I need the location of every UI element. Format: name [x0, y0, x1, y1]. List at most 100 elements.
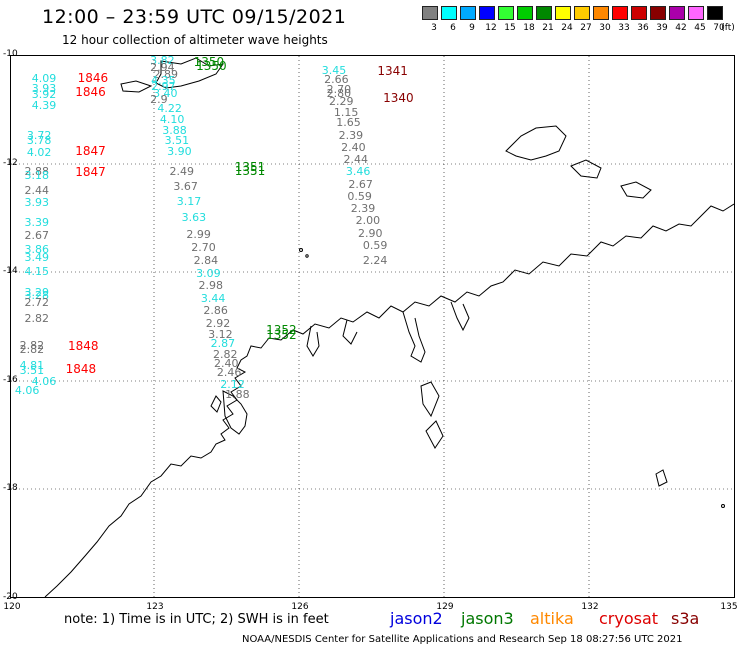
wave-height-value: 2.90	[358, 226, 383, 240]
legend-label: 15	[504, 23, 516, 33]
legend-swatch	[555, 6, 571, 20]
satellite-altika: altika	[530, 609, 574, 628]
wave-height-value: 4.10	[159, 112, 185, 126]
wave-height-value: 2.70	[191, 241, 216, 255]
map-frame	[10, 55, 735, 598]
legend-label: 21	[542, 23, 554, 33]
wave-height-value: 2.86	[203, 303, 228, 317]
legend-label: 36	[637, 23, 649, 33]
wave-height-value: 3.45	[321, 63, 347, 77]
wave-height-value: 3.67	[173, 179, 198, 193]
wave-height-value: 3.63	[181, 211, 207, 225]
wave-height-value: 3.51	[19, 363, 45, 377]
pass-time-label: 1350	[193, 55, 225, 70]
wave-height-value: 3.51	[164, 134, 190, 148]
pass-time-label: 1847	[75, 143, 106, 158]
wave-height-value: 2.66	[324, 73, 349, 86]
wave-height-value: 3.12	[208, 328, 233, 342]
legend-label: 9	[469, 23, 475, 33]
legend-swatch	[612, 6, 628, 20]
wave-height-value: 4.15	[24, 264, 50, 278]
wave-height-value: 4.39	[31, 98, 57, 112]
wave-height-value: 2.92	[205, 317, 231, 331]
wave-height-value: 1.88	[225, 387, 250, 401]
wave-height-value: 4.06	[14, 383, 40, 397]
wave-height-value: 3.92	[31, 88, 57, 102]
pass-time-label: 1846	[77, 71, 109, 86]
wave-height-value: 2.49	[169, 165, 195, 179]
wave-height-value: 2.82	[19, 342, 45, 356]
wave-height-value: 2.67	[24, 228, 50, 242]
lat-lon-grid	[11, 56, 734, 597]
legend-swatch	[460, 6, 476, 20]
wave-height-value: 2.84	[193, 253, 219, 267]
wave-height-value: 3.18	[24, 169, 50, 183]
legend-swatch	[593, 6, 609, 20]
wave-height-value: 4.09	[31, 71, 57, 85]
pass-time-label: 1848	[68, 339, 99, 354]
legend-label: 3	[431, 23, 437, 33]
wave-height-value: 3.28	[24, 289, 50, 303]
credit-line: NOAA/NESDIS Center for Satellite Applica…	[242, 634, 683, 645]
longitude-label: 132	[581, 602, 599, 612]
wave-height-value: 2.70	[326, 82, 352, 96]
pass-time-label: 1352	[266, 328, 297, 343]
wave-height-value: 3.90	[167, 145, 192, 159]
pass-time-label: 1847	[75, 165, 106, 180]
wave-height-value: 2.88	[24, 165, 50, 179]
wave-height-value: 1.65	[336, 116, 361, 130]
legend-unit: (ft)	[721, 23, 735, 33]
wave-height-value: 3.29	[24, 286, 50, 300]
legend-swatch	[441, 6, 457, 20]
pass-time-label: 1846	[75, 85, 106, 100]
legend-label: 42	[675, 23, 687, 33]
legend-label: 30	[599, 23, 611, 33]
legend-label: 12	[485, 23, 497, 33]
wave-height-value: 2.82	[19, 339, 45, 353]
pass-time-label: 1341	[377, 63, 408, 78]
legend-label: 6	[450, 23, 456, 33]
longitude-label: 135	[720, 602, 738, 612]
wave-height-value: 2.39	[338, 128, 364, 142]
legend-swatch	[479, 6, 495, 20]
pass-time-label: 1340	[383, 90, 414, 105]
wave-height-value: 3.40	[153, 86, 178, 100]
wave-height-value: 2.00	[355, 214, 381, 228]
wave-height-value: 4.22	[157, 101, 182, 115]
wave-height-value: 3.17	[176, 195, 202, 209]
legend-label: 24	[561, 23, 573, 33]
wave-height-value: 0.59	[362, 238, 388, 252]
wave-height-value: 2.46	[216, 366, 242, 380]
legend-label: 18	[523, 23, 535, 33]
legend-swatch	[574, 6, 590, 20]
legend-swatch	[498, 6, 514, 20]
wave-height-value: 2.44	[24, 184, 50, 198]
wave-height-value: 2.82	[213, 348, 238, 362]
coastline	[44, 57, 734, 597]
wave-height-value: 4.06	[31, 375, 57, 389]
satellite-jason3: jason3	[461, 609, 514, 628]
latitude-label: -18	[3, 483, 18, 494]
longitude-label: 123	[146, 602, 164, 612]
legend-label: 33	[618, 23, 630, 33]
legend-swatch	[422, 6, 438, 20]
legend-label: 45	[694, 23, 706, 33]
legend-swatch	[688, 6, 704, 20]
page-subtitle: 12 hour collection of altimeter wave hei…	[62, 33, 328, 47]
longitude-label: 126	[291, 602, 309, 612]
wave-height-value: 2.40	[341, 140, 366, 154]
wave-height-value: 3.88	[162, 123, 187, 137]
latitude-label: -20	[3, 592, 18, 602]
wave-height-value: 4.35	[151, 74, 176, 88]
legend-swatch	[650, 6, 666, 20]
latitude-label: -14	[3, 266, 18, 277]
wave-height-value: 2.39	[350, 201, 376, 215]
latitude-label: -16	[3, 374, 18, 385]
wave-height-value: 3.46	[345, 165, 371, 179]
wave-height-value: 2.72	[24, 295, 50, 309]
page-title: 12:00 – 23:59 UTC 09/15/2021	[42, 6, 347, 28]
wave-height-value: 0.59	[347, 189, 372, 203]
pass-time-label: 1350	[196, 59, 227, 74]
wave-height-value: 2.24	[362, 253, 388, 267]
latitude-label: -10	[3, 49, 18, 59]
